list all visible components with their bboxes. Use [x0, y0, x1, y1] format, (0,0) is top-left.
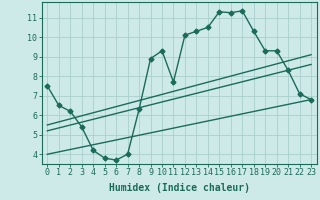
X-axis label: Humidex (Indice chaleur): Humidex (Indice chaleur)	[109, 183, 250, 193]
